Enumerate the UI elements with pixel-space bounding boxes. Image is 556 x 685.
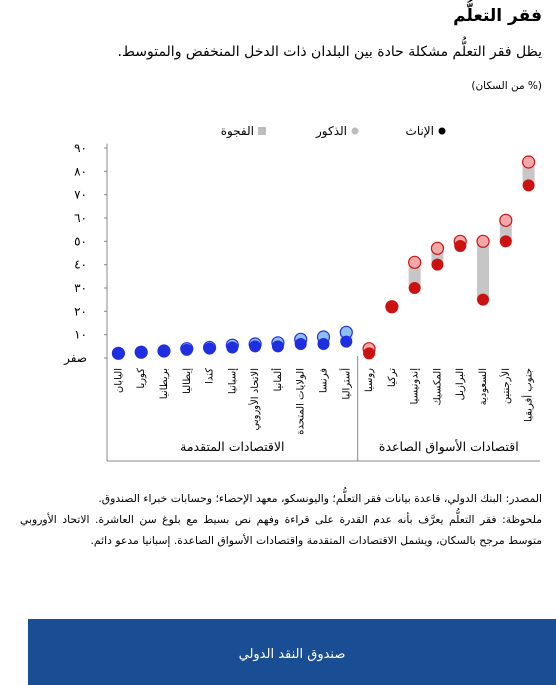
x-tick-label: الولايات المتحدة: [296, 368, 307, 435]
male-point: [430, 241, 445, 255]
legend-gap-marker: [258, 127, 266, 135]
female-point: [522, 179, 535, 192]
female-point: [271, 340, 284, 353]
x-tick-label: كندا: [205, 368, 216, 384]
x-tick-label: فرنسا: [319, 368, 330, 393]
y-tick-label: ٨٠: [74, 164, 87, 178]
female-point: [408, 282, 421, 294]
female-point: [157, 345, 170, 357]
legend-label: الإناث: [406, 124, 434, 138]
x-tick-label: إيطاليا: [182, 368, 193, 394]
y-tick-label: ١٠: [74, 328, 87, 342]
y-tick-label: ٤٠: [74, 258, 87, 272]
chart: صفر ١٠ ٢٠ ٣٠ ٤٠ ٥٠ ٦٠ ٧٠ ٨٠ ٩٠ الإناث الذكور الفجوة ا…: [63, 124, 540, 462]
male-point: [408, 255, 422, 269]
source-note: المصدر: البنك الدولي، قاعدة بيانات فقر ا…: [98, 492, 542, 505]
group-label-emerging: اقتصادات الأسواق الصاعدة: [379, 439, 519, 455]
x-tick-label: السعودية: [478, 368, 489, 405]
male-point: [499, 213, 513, 227]
female-point: [317, 338, 330, 350]
y-tick-label: ٣٠: [74, 281, 87, 295]
notes: المصدر: البنك الدولي، قاعدة بيانات فقر ا…: [20, 488, 542, 551]
x-tick-label: المكسيك: [432, 368, 443, 406]
legend-female-marker: [438, 127, 446, 135]
x-tick-label: البرازيل: [455, 368, 466, 400]
gap-bar: [477, 241, 490, 300]
female-point: [431, 258, 444, 271]
chart-subtitle: يظل فقر التعلُّم مشكلة حادة بين البلدان …: [117, 44, 542, 60]
y-tick-label: ٩٠: [74, 141, 87, 155]
footer-bar: صندوق النقد الدولي: [28, 619, 556, 685]
female-point: [226, 341, 239, 354]
male-point: [476, 234, 490, 248]
x-tick-label: أستراليا: [339, 368, 352, 400]
group-label-advanced: الاقتصادات المتقدمة: [180, 439, 284, 454]
female-point: [180, 343, 193, 356]
male-point: [522, 155, 536, 169]
y-tick-label: ٧٠: [74, 188, 87, 202]
legend-label: الذكور: [315, 124, 347, 139]
female-point: [477, 293, 490, 306]
unit-label: (% من السكان): [471, 80, 542, 92]
gap-bar: [408, 262, 421, 288]
x-tick-label: إندونيسيا: [410, 368, 421, 405]
legend-label: الفجوة: [221, 124, 254, 139]
y-tick-label: ٥٠: [74, 234, 87, 248]
x-tick-label: روسيا: [364, 368, 375, 392]
legend-male-marker: [351, 127, 359, 135]
x-tick-label: ألمانيا: [271, 368, 284, 392]
female-point: [112, 347, 125, 360]
x-tick-label: بريطانيا: [159, 368, 170, 399]
female-point: [499, 235, 512, 248]
female-point: [135, 346, 148, 359]
y-tick-label: ٦٠: [74, 211, 87, 225]
x-tick-label: إسبانيا: [227, 368, 238, 394]
female-point: [203, 342, 216, 355]
x-tick-label: جنوب أفريقيا: [522, 368, 535, 422]
female-point: [454, 240, 467, 252]
x-tick-label: كوريا: [136, 368, 147, 389]
x-tick-label: الأرجنتين: [499, 368, 512, 404]
x-tick-label: الاتحاد الأوروبي: [248, 368, 261, 431]
chart-title: فقر التعلُّم: [453, 6, 542, 26]
y-tick-label: صفر: [63, 351, 87, 366]
female-point: [385, 300, 398, 313]
definition-note: ملحوظة: فقر التعلُّم يعرَّف بأنه عدم الق…: [20, 513, 542, 547]
female-point: [294, 338, 307, 350]
female-point: [249, 340, 262, 353]
female-point: [340, 335, 353, 348]
female-point: [363, 347, 376, 360]
x-tick-label: تركيا: [387, 368, 398, 387]
footer-label: صندوق النقد الدولي: [238, 647, 346, 662]
x-tick-label: اليابان: [113, 368, 124, 393]
y-tick-label: ٢٠: [74, 304, 87, 318]
